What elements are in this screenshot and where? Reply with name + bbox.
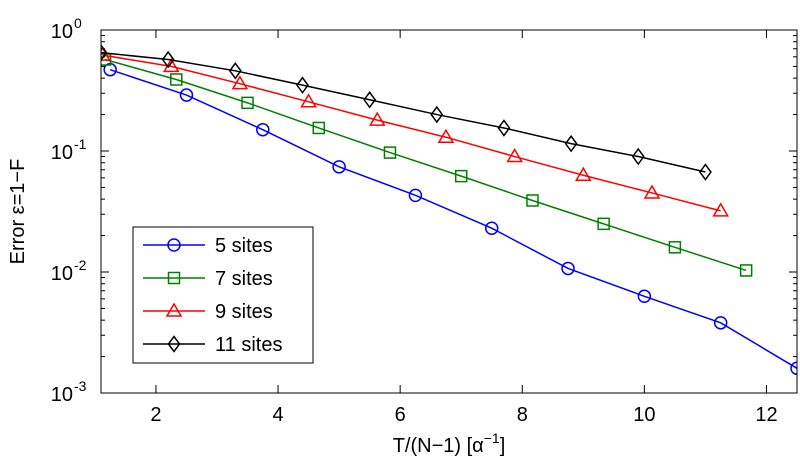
data-point	[497, 119, 511, 137]
plot-area	[101, 43, 797, 376]
legend-entry: 7 sites	[143, 268, 273, 290]
legend-marker	[165, 302, 183, 317]
data-point	[383, 146, 397, 159]
data-point	[437, 128, 455, 143]
legend-label: 7 sites	[215, 268, 273, 290]
data-point	[637, 289, 652, 304]
data-point	[161, 50, 175, 69]
legend-entry: 9 sites	[143, 301, 273, 323]
series-line	[104, 58, 747, 272]
data-point	[564, 134, 578, 153]
data-point	[597, 217, 610, 231]
data-point	[713, 316, 728, 330]
legend-entry: 5 sites	[143, 235, 273, 257]
legend-marker	[167, 335, 181, 353]
y-tick-label: 10	[51, 384, 73, 406]
series-line	[102, 54, 721, 212]
data-point	[228, 62, 242, 80]
legend-label: 11 sites	[215, 334, 282, 356]
data-point	[170, 73, 183, 86]
x-tick-label: 4	[272, 404, 283, 426]
series-line	[101, 51, 706, 173]
data-point	[506, 148, 523, 163]
series-line	[109, 68, 797, 369]
series-5-sites	[103, 62, 797, 376]
data-point	[526, 194, 539, 207]
data-point	[312, 121, 326, 135]
x-tick-label: 8	[517, 404, 528, 426]
x-tick-label: 6	[395, 404, 406, 426]
data-point	[231, 75, 249, 90]
series-7-sites	[101, 53, 753, 277]
data-point	[668, 241, 682, 254]
y-tick-label-exponent: -2	[74, 257, 87, 273]
x-tick-label: 10	[633, 404, 655, 426]
data-point	[256, 122, 270, 137]
data-point	[368, 111, 386, 126]
series-11-sites	[101, 43, 712, 181]
legend-label: 5 sites	[215, 235, 273, 257]
data-point	[454, 169, 468, 183]
y-tick-label-exponent: 0	[74, 15, 82, 31]
y-tick-label-exponent: -1	[74, 136, 87, 152]
data-point	[300, 93, 317, 108]
data-point	[739, 264, 753, 277]
data-point	[179, 88, 194, 102]
data-point	[332, 160, 346, 174]
data-point	[484, 221, 499, 235]
x-tick-label: 2	[150, 404, 161, 426]
x-tick-label: 12	[755, 404, 777, 426]
legend: 5 sites 7 sites 9 sites 11 sites	[132, 226, 314, 364]
data-point	[643, 184, 661, 199]
data-point	[561, 261, 575, 276]
legend-marker	[167, 271, 181, 285]
y-tick-label: 10	[51, 142, 73, 164]
data-point	[631, 147, 645, 166]
data-point	[575, 166, 592, 182]
data-point	[430, 105, 444, 124]
axes-frame	[100, 29, 798, 394]
data-point	[296, 76, 309, 94]
data-point	[241, 96, 254, 110]
data-point	[790, 361, 797, 376]
data-point	[408, 188, 423, 203]
x-axis-label: T/(N−1) [α−1]	[393, 430, 506, 457]
legend-entry: 11 sites	[143, 334, 282, 356]
data-point	[101, 43, 108, 62]
y-tick-label-exponent: -3	[74, 378, 87, 394]
data-point	[712, 202, 729, 217]
data-point	[698, 163, 712, 181]
legend-box	[132, 226, 314, 364]
y-axis-label: Error ε=1−F	[7, 159, 29, 265]
y-tick-label: 10	[51, 263, 73, 285]
y-tick-label: 10	[51, 21, 73, 43]
legend-label: 9 sites	[215, 301, 273, 323]
data-point	[363, 91, 377, 109]
legend-marker	[167, 238, 181, 252]
